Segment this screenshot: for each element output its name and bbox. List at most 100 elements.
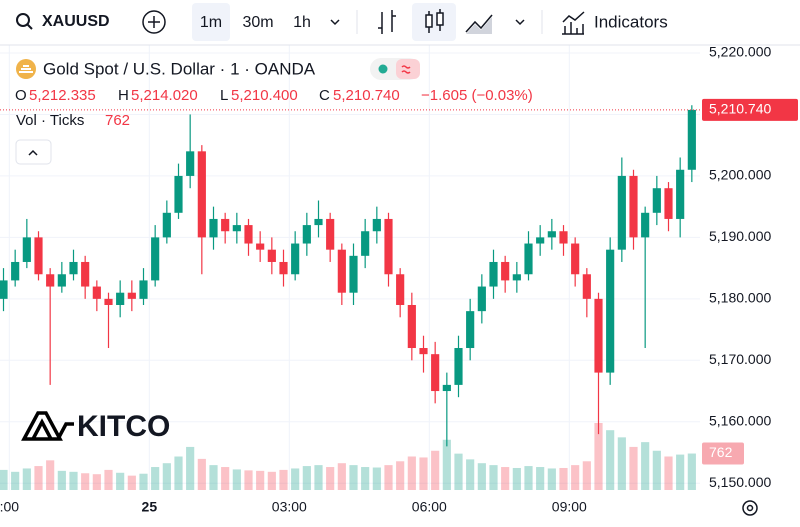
candle-body <box>349 255 358 293</box>
y-tick-label: 5,220.000 <box>709 44 771 60</box>
dropdown[interactable] <box>330 19 340 26</box>
candle-body <box>256 243 265 250</box>
add-symbol[interactable] <box>142 10 166 34</box>
candle-body <box>92 286 101 299</box>
chart-type-active <box>412 3 456 41</box>
volume-bar <box>232 469 241 490</box>
volume-bar <box>81 473 90 490</box>
volume-bar <box>664 456 673 490</box>
symbol[interactable]: XAUUSD <box>42 13 110 30</box>
candle-body <box>407 304 416 349</box>
candle-body <box>664 188 673 219</box>
candle-body <box>174 175 183 213</box>
volume-bar <box>116 472 125 490</box>
candle-body <box>139 280 148 299</box>
candle-body <box>57 274 66 287</box>
candle-body <box>559 231 568 244</box>
volume-bar <box>477 463 486 490</box>
market-open <box>378 64 388 74</box>
area-icon[interactable] <box>465 14 493 33</box>
volume-bar <box>547 468 556 490</box>
volume-label: 762 <box>709 444 733 460</box>
volume-bar <box>489 465 498 490</box>
chart-title: Gold Spot / U.S. Dollar · 1 · OANDA <box>43 59 316 78</box>
volume-bar <box>314 465 323 490</box>
toolbar: XAUUSD 1m 30m 1h Indicators <box>0 0 800 46</box>
volume-bar <box>57 470 66 490</box>
volume-bar <box>466 459 475 490</box>
candle-body <box>186 151 195 176</box>
candle-body <box>116 292 125 305</box>
interval[interactable]: 1h <box>293 14 311 31</box>
volume-bar <box>454 453 463 490</box>
volume-bar <box>326 467 335 490</box>
volume-bar <box>0 469 8 490</box>
candle-body <box>687 109 696 170</box>
volume-bar <box>652 450 661 490</box>
volume-legend-value: 762 <box>105 112 130 129</box>
candle-body <box>81 261 90 287</box>
volume-bar <box>384 465 393 490</box>
legend-key: O <box>15 87 27 104</box>
bar-icon[interactable] <box>378 10 396 34</box>
last-price-badge <box>702 98 798 121</box>
volume-bar <box>349 465 358 490</box>
legend-key: H <box>118 87 129 104</box>
volume-bar <box>676 454 685 490</box>
volume-bar <box>291 468 300 490</box>
volume-bar <box>431 450 440 490</box>
candle-body <box>69 261 78 275</box>
candle-body <box>314 218 323 226</box>
volume-bar <box>104 469 113 490</box>
volume-bar <box>221 467 230 490</box>
settings-icon[interactable] <box>742 500 758 516</box>
volume-bar <box>407 456 416 490</box>
candle-body <box>512 274 521 281</box>
candle-body <box>617 175 626 250</box>
candle-body <box>629 175 638 238</box>
candle-body <box>197 151 206 238</box>
volume-bar <box>174 456 183 490</box>
volume-bar <box>536 467 545 490</box>
legend-value: 5,212.335 <box>29 87 96 104</box>
interval[interactable]: 1m <box>200 14 222 31</box>
volume-bar <box>151 467 160 490</box>
legend-value: 5,214.020 <box>131 87 198 104</box>
interval[interactable]: 30m <box>242 14 273 31</box>
volume-bar <box>162 463 171 490</box>
legend-key: C <box>319 87 330 104</box>
search-icon[interactable] <box>16 13 30 27</box>
volume-bar <box>559 467 568 490</box>
volume-bar <box>337 463 346 490</box>
candle-body <box>536 237 545 244</box>
candle-body <box>337 249 346 293</box>
x-tick-label: 09:00 <box>552 499 587 515</box>
candle-body <box>0 280 8 299</box>
volume-badge <box>702 442 744 465</box>
candle-body <box>11 261 20 281</box>
candle-icon <box>425 14 433 28</box>
volume-bar <box>302 466 311 490</box>
y-tick-label: 5,160.000 <box>709 412 771 428</box>
volume-bar <box>69 471 78 490</box>
candle-body <box>454 348 463 385</box>
volume-bar <box>594 423 603 490</box>
volume-bar <box>279 469 288 490</box>
candle-body <box>547 231 556 238</box>
indicators-icon[interactable] <box>562 11 585 35</box>
candle-body <box>46 274 55 287</box>
volume-bar <box>606 430 615 490</box>
candle-body <box>279 261 288 275</box>
candle-body <box>571 243 580 275</box>
volume-bar <box>127 475 136 490</box>
volume-legend: Vol · Ticks <box>16 112 84 129</box>
y-tick-label: 5,200.000 <box>709 167 771 183</box>
volume-bar <box>641 442 650 490</box>
watermark-logo <box>21 411 74 441</box>
symbol-logo <box>19 65 33 73</box>
candle-body <box>127 292 136 299</box>
dropdown[interactable] <box>515 19 525 26</box>
settings-icon <box>746 504 754 512</box>
indicators-button[interactable]: Indicators <box>594 12 668 31</box>
delayed-badge <box>396 59 420 79</box>
